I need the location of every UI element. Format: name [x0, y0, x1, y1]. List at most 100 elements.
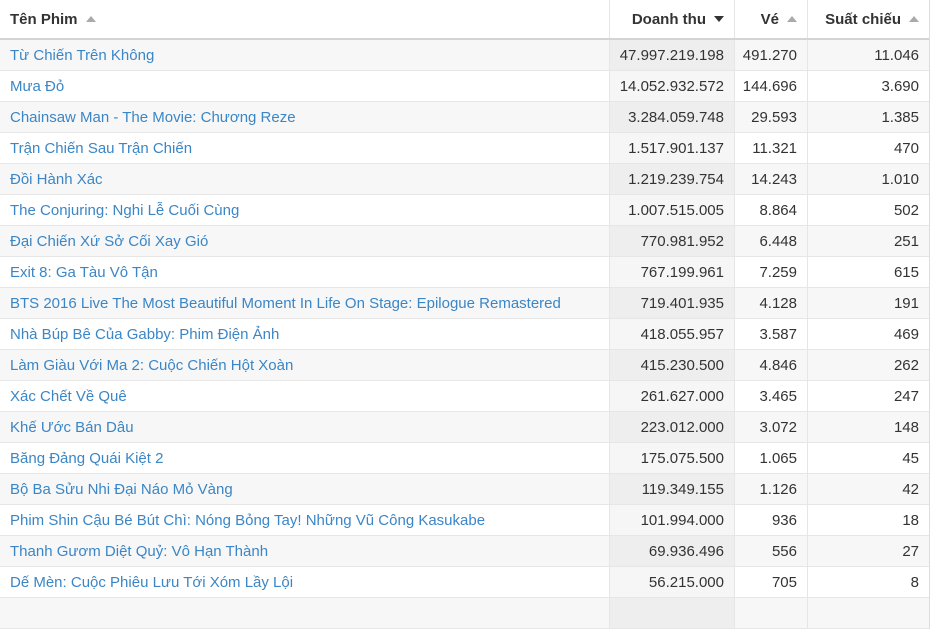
table-row: Bộ Ba Sửu Nhi Đại Náo Mỏ Vàng 119.349.155…: [0, 474, 929, 505]
number-cell: 491.270: [735, 40, 808, 70]
number-cell: 556: [735, 536, 808, 566]
movie-title[interactable]: Phim Shin Cậu Bé Bút Chì: Nóng Bỏng Tay!…: [0, 505, 610, 535]
number-cell: 1.126: [735, 474, 808, 504]
number-cell: 3.072: [735, 412, 808, 442]
movie-title[interactable]: Làm Giàu Với Ma 2: Cuộc Chiến Hột Xoàn: [0, 350, 610, 380]
table-row: Băng Đảng Quái Kiệt 2 175.075.500 1.065 45: [0, 443, 929, 474]
number-cell: 175.075.500: [610, 443, 735, 473]
movie-title[interactable]: The Conjuring: Nghi Lễ Cuối Cùng: [0, 195, 610, 225]
movie-title[interactable]: Xác Chết Về Quê: [0, 381, 610, 411]
number-cell: 615: [893, 263, 919, 281]
table-row: Exit 8: Ga Tàu Vô Tận 767.199.961 7.259 615: [0, 257, 929, 288]
number-cell: 11.321: [735, 133, 808, 163]
column-header[interactable]: Doanh thu: [610, 0, 735, 38]
sort-arrow: [85, 16, 96, 22]
column-header[interactable]: Suất chiếu: [808, 0, 929, 38]
number-cell: 418.055.957: [610, 319, 735, 349]
number-cell: 261.627.000: [610, 381, 735, 411]
table-row: Thanh Gươm Diệt Quỷ: Vô Hạn Thành 69.936.…: [0, 536, 929, 567]
table-row: Từ Chiến Trên Không 47.997.219.198 491.270…: [0, 40, 929, 71]
number-cell: 4.128: [735, 288, 808, 318]
number-cell: 8.864: [735, 195, 808, 225]
number-cell: 14.052.932.572: [610, 71, 735, 101]
movie-title[interactable]: Từ Chiến Trên Không: [0, 40, 610, 70]
movie-title[interactable]: Băng Đảng Quái Kiệt 2: [0, 443, 610, 473]
column-header[interactable]: Vé: [735, 0, 808, 38]
number-cell: 262: [893, 356, 919, 374]
movie-title[interactable]: Exit 8: Ga Tàu Vô Tận: [0, 257, 610, 287]
number-cell: 3.587: [735, 319, 808, 349]
header-row: Tên Phim Doanh thu Vé Suất chiếu: [0, 0, 929, 40]
table-row: Chainsaw Man - The Movie: Chương Reze 3.2…: [0, 102, 929, 133]
number-cell: 767.199.961: [610, 257, 735, 287]
table-row: Mưa Đỏ 14.052.932.572 144.696 3.690: [0, 71, 929, 102]
movie-title[interactable]: Bộ Ba Sửu Nhi Đại Náo Mỏ Vàng: [0, 474, 610, 504]
movie-title[interactable]: Chainsaw Man - The Movie: Chương Reze: [0, 102, 610, 132]
column-title: Suất chiếu: [825, 10, 901, 28]
number-cell: 415.230.500: [610, 350, 735, 380]
movie-title[interactable]: Đồi Hành Xác: [0, 164, 610, 194]
movie-title[interactable]: Thanh Gươm Diệt Quỷ: Vô Hạn Thành: [0, 536, 610, 566]
number-cell: 45: [902, 449, 919, 467]
number-cell: 4.846: [735, 350, 808, 380]
number-cell: 18: [902, 511, 919, 529]
table-row: Phim Shin Cậu Bé Bút Chì: Nóng Bỏng Tay!…: [0, 505, 929, 536]
number-cell: 770.981.952: [610, 226, 735, 256]
table-row: Trận Chiến Sau Trận Chiến 1.517.901.137 11…: [0, 133, 929, 164]
number-cell: 1.007.515.005: [610, 195, 735, 225]
number-cell: 14.243: [735, 164, 808, 194]
table-row: Dế Mèn: Cuộc Phiêu Lưu Tới Xóm Lầy Lội 56…: [0, 567, 929, 598]
number-cell: 42: [902, 480, 919, 498]
number-cell: 719.401.935: [610, 288, 735, 318]
number-cell: 705: [735, 567, 808, 597]
column-title: Doanh thu: [631, 10, 706, 28]
table-row: The Conjuring: Nghi Lễ Cuối Cùng 1.007.51…: [0, 195, 929, 226]
column-header[interactable]: Tên Phim: [0, 0, 610, 38]
number-cell: 1.517.901.137: [610, 133, 735, 163]
column-title: Vé: [760, 10, 779, 28]
number-cell: 3.465: [735, 381, 808, 411]
table-row: Đại Chiến Xứ Sở Cối Xay Gió 770.981.952 6.…: [0, 226, 929, 257]
number-cell: 1.065: [735, 443, 808, 473]
sort-arrow: [714, 16, 724, 22]
number-cell: 247: [893, 387, 919, 405]
table-row: BTS 2016 Live The Most Beautiful Moment …: [0, 288, 929, 319]
movie-title[interactable]: Đại Chiến Xứ Sở Cối Xay Gió: [0, 226, 610, 256]
table-row: Làm Giàu Với Ma 2: Cuộc Chiến Hột Xoàn 41…: [0, 350, 929, 381]
number-cell: 936: [735, 505, 808, 535]
movie-title[interactable]: Mưa Đỏ: [0, 71, 610, 101]
movie-title[interactable]: Trận Chiến Sau Trận Chiến: [0, 133, 610, 163]
table-row: Nhà Búp Bê Của Gabby: Phim Điện Ảnh 418.0…: [0, 319, 929, 350]
number-cell: 3.284.059.748: [610, 102, 735, 132]
number-cell: 1.219.239.754: [610, 164, 735, 194]
number-cell: 191: [893, 294, 919, 312]
movie-title[interactable]: BTS 2016 Live The Most Beautiful Moment …: [0, 288, 610, 318]
number-cell: 470: [893, 139, 919, 157]
number-cell: 1.010: [881, 170, 919, 188]
movie-title[interactable]: Nhà Búp Bê Của Gabby: Phim Điện Ảnh: [0, 319, 610, 349]
table-row: Khế Ước Bán Dâu 223.012.000 3.072 148: [0, 412, 929, 443]
sort-arrow: [787, 16, 797, 22]
movie-title[interactable]: Dế Mèn: Cuộc Phiêu Lưu Tới Xóm Lầy Lội: [0, 567, 610, 597]
number-cell: 69.936.496: [610, 536, 735, 566]
movie-title[interactable]: Khế Ước Bán Dâu: [0, 412, 610, 442]
number-cell: 3.690: [881, 77, 919, 95]
number-cell: 47.997.219.198: [610, 40, 735, 70]
number-cell: 8: [910, 573, 919, 591]
number-cell: 11.046: [874, 46, 919, 64]
column-title: Tên Phim: [10, 10, 78, 28]
number-cell: 1.385: [881, 108, 919, 126]
number-cell: 7.259: [735, 257, 808, 287]
number-cell: 6.448: [735, 226, 808, 256]
number-cell: 502: [893, 201, 919, 219]
sort-arrow: [909, 16, 919, 22]
number-cell: 469: [893, 325, 919, 343]
table-row: Đồi Hành Xác 1.219.239.754 14.243 1.010: [0, 164, 929, 195]
number-cell: 119.349.155: [610, 474, 735, 504]
number-cell: 251: [893, 232, 919, 250]
number-cell: 223.012.000: [610, 412, 735, 442]
number-cell: 148: [893, 418, 919, 436]
number-cell: 144.696: [735, 71, 808, 101]
